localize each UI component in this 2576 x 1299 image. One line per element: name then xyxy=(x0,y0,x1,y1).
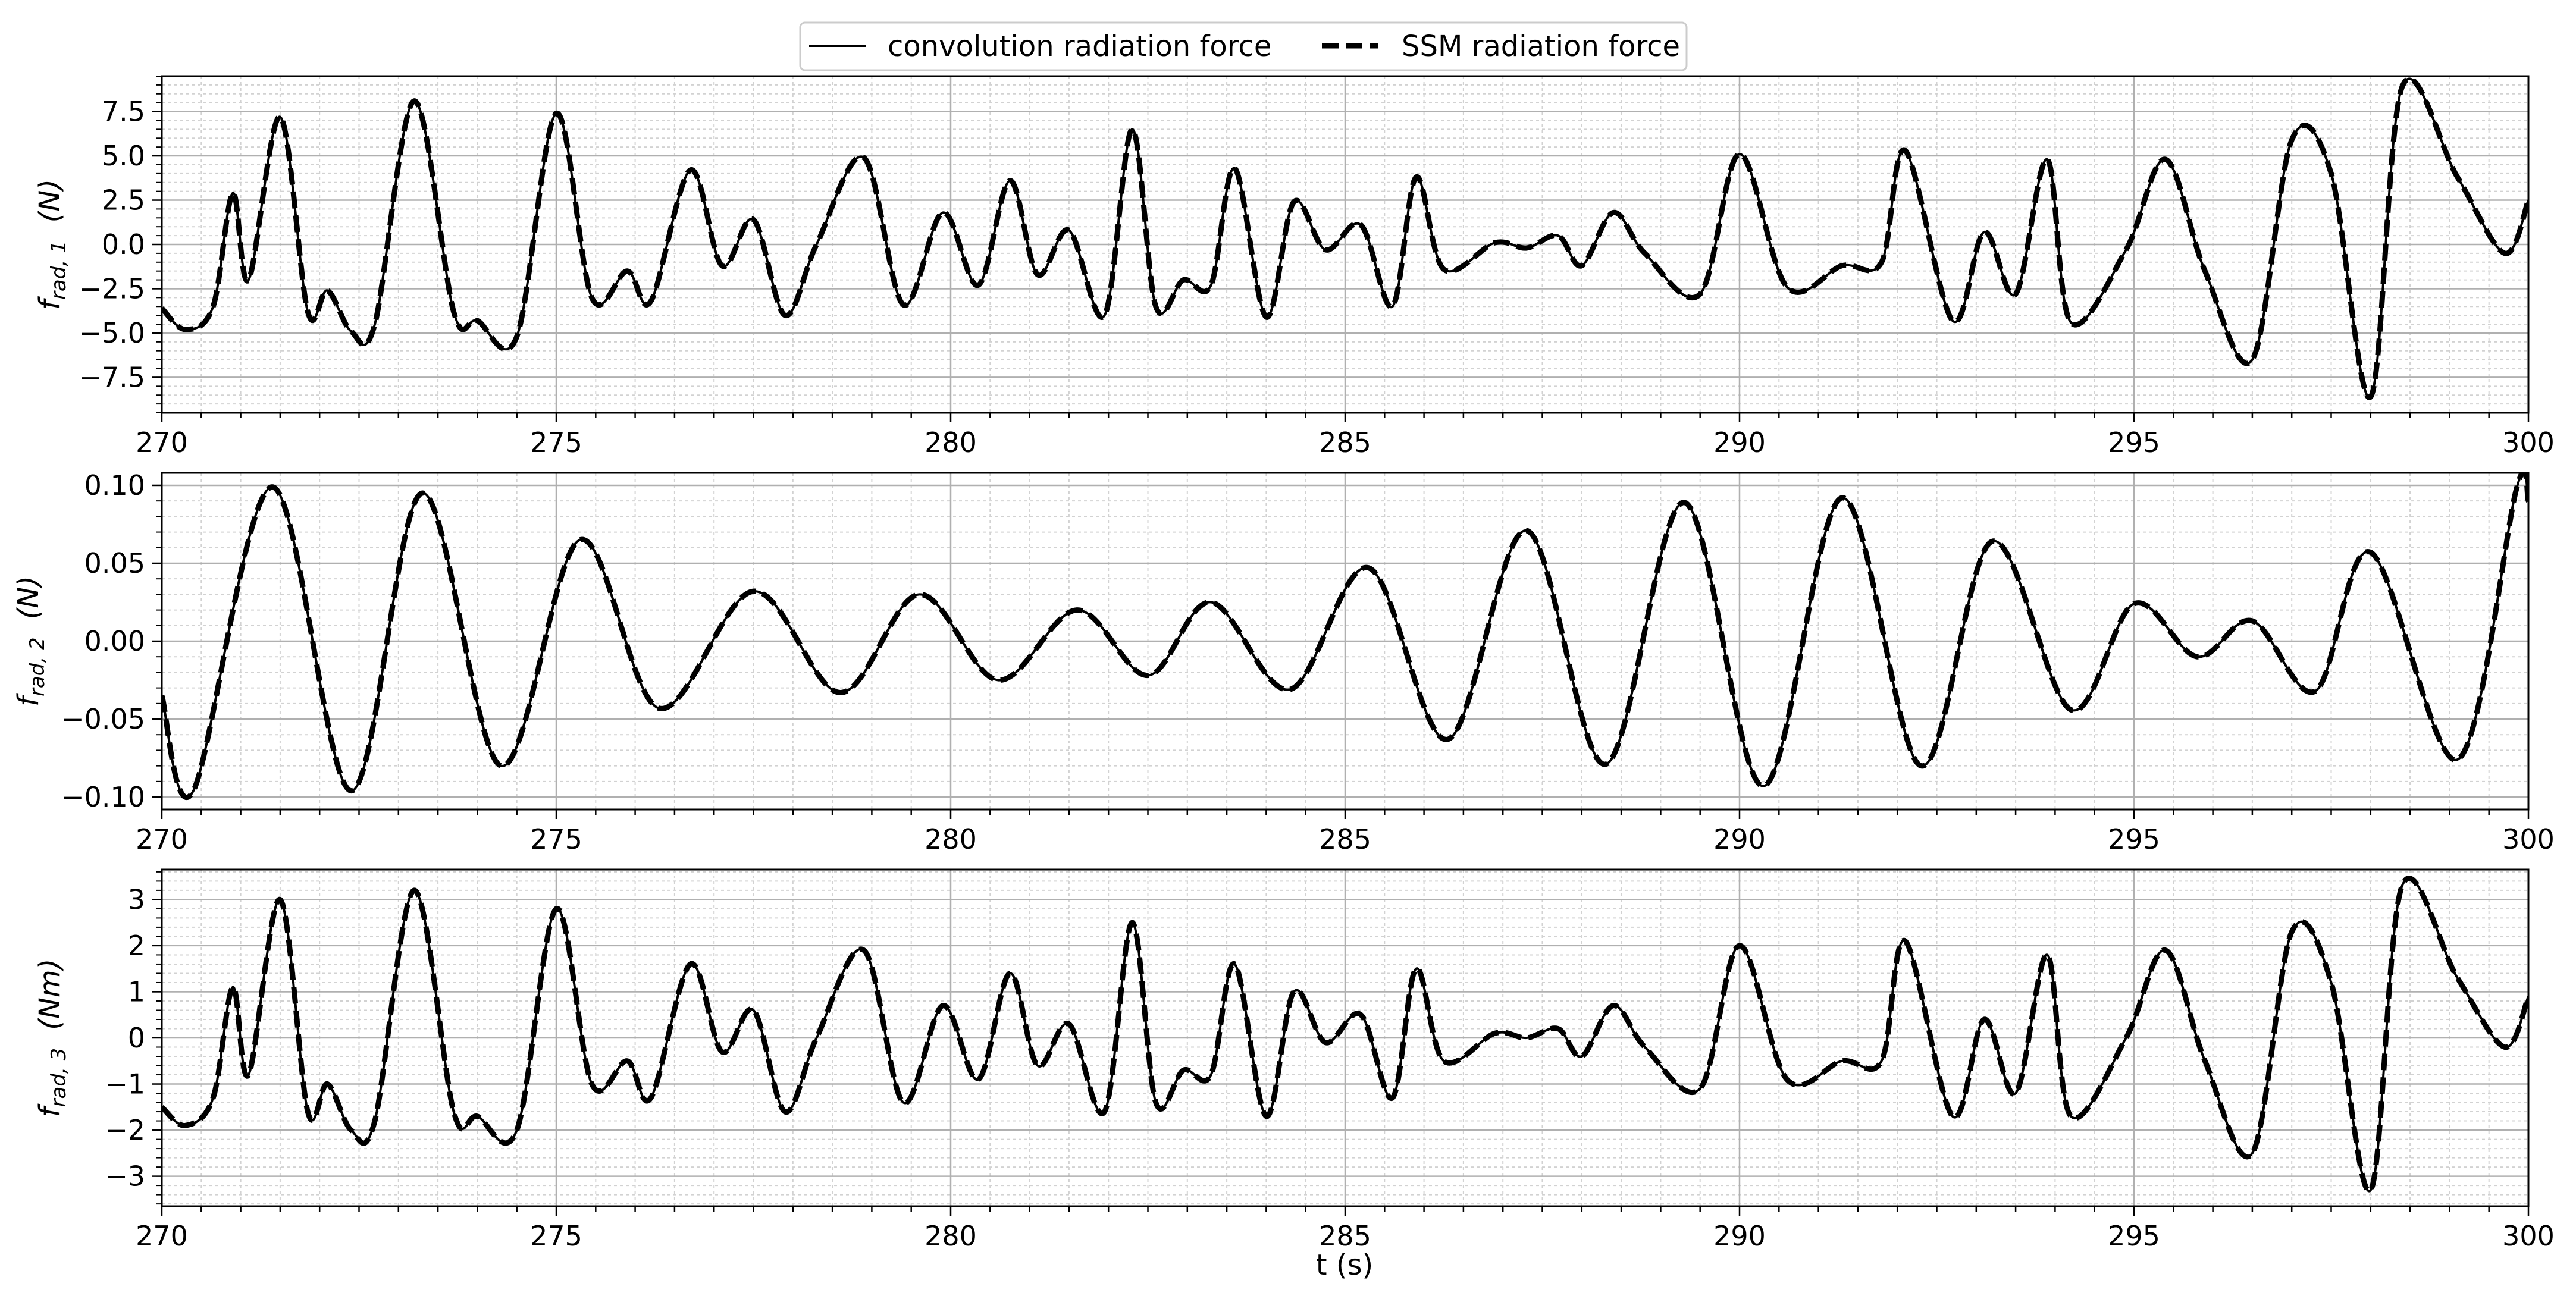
y-axis-subscript: rad, 3 xyxy=(47,1048,71,1107)
panel-frad2: 270 275 280 285 290 295 300 −0.10 −0.05 0.00 0.05 0… xyxy=(12,469,2555,855)
y-tick-label: 1 xyxy=(128,975,145,1008)
x-tick-label: 300 xyxy=(2502,426,2555,459)
series-group xyxy=(162,876,2528,1194)
x-tick-label: 275 xyxy=(530,1220,582,1252)
x-tick-label: 280 xyxy=(925,823,977,855)
x-axis-label: t (s) xyxy=(1316,1248,1374,1282)
x-tick-label: 270 xyxy=(136,426,188,459)
y-axis-subscript: rad, 2 xyxy=(26,637,49,696)
y-tick-label: −2 xyxy=(105,1114,145,1146)
y-axis-label: frad, 1(N) xyxy=(33,179,71,310)
y-tick-label: −7.5 xyxy=(79,361,145,393)
y-tick-label: −0.05 xyxy=(61,703,145,735)
x-tick-label: 300 xyxy=(2502,1220,2555,1252)
y-tick-label: 2 xyxy=(128,930,145,962)
x-tick-label: 290 xyxy=(1713,426,1766,459)
y-axis-unit: (N) xyxy=(33,179,67,222)
series-ssm-line xyxy=(162,473,2528,801)
x-tick-label: 300 xyxy=(2502,823,2555,855)
legend-frame xyxy=(799,21,1688,71)
x-tick-label: 295 xyxy=(2108,1220,2160,1252)
y-tick-label: 0.10 xyxy=(84,469,145,501)
y-tick-label: 2.5 xyxy=(102,184,145,216)
legend-label-convolution: convolution radiation force xyxy=(888,30,1271,63)
x-tick-label: 270 xyxy=(136,1220,188,1252)
series-group xyxy=(162,473,2528,801)
y-tick-label: 5.0 xyxy=(102,140,145,172)
panel-frad1: 270 275 280 285 290 295 300 −7.5 −5.0 −2.5 0.0 2.5 5… xyxy=(33,75,2555,459)
x-tick-label: 295 xyxy=(2108,823,2160,855)
y-tick-label: −2.5 xyxy=(79,272,145,305)
y-tick-label: 0.00 xyxy=(84,625,145,657)
y-tick-label: −1 xyxy=(105,1068,145,1100)
y-tick-label: −3 xyxy=(105,1160,145,1193)
y-tick-label: −5.0 xyxy=(79,317,145,349)
legend: convolution radiation force SSM radiatio… xyxy=(799,21,1688,71)
y-axis-label: frad, 3(Nm) xyxy=(33,959,71,1118)
y-tick-label: 0.05 xyxy=(84,547,145,579)
y-axis-unit: (N) xyxy=(12,576,45,619)
x-tick-label: 275 xyxy=(530,823,582,855)
x-tick-label: 270 xyxy=(136,823,188,855)
y-axis-unit: (Nm) xyxy=(33,959,67,1030)
x-tick-label: 295 xyxy=(2108,426,2160,459)
y-tick-label: 7.5 xyxy=(102,96,145,128)
y-tick-label: 0.0 xyxy=(102,228,145,261)
series-ssm-line xyxy=(162,76,2528,400)
x-tick-label: 280 xyxy=(925,426,977,459)
y-tick-label: 3 xyxy=(128,883,145,915)
series-group xyxy=(162,76,2528,400)
series-ssm-line xyxy=(162,876,2528,1194)
y-tick-label: −0.10 xyxy=(61,781,145,813)
x-tick-label: 290 xyxy=(1713,823,1766,855)
y-axis-subscript: rad, 1 xyxy=(47,240,71,300)
legend-label-ssm: SSM radiation force xyxy=(1402,30,1680,63)
x-tick-label: 290 xyxy=(1713,1220,1766,1252)
y-tick-label: 0 xyxy=(128,1022,145,1054)
x-tick-label: 285 xyxy=(1319,823,1371,855)
x-tick-label: 275 xyxy=(530,426,582,459)
x-tick-label: 285 xyxy=(1319,426,1371,459)
x-tick-label: 280 xyxy=(925,1220,977,1252)
x-tick-label: 285 xyxy=(1319,1220,1371,1252)
y-axis-label: frad, 2(N) xyxy=(12,576,49,707)
